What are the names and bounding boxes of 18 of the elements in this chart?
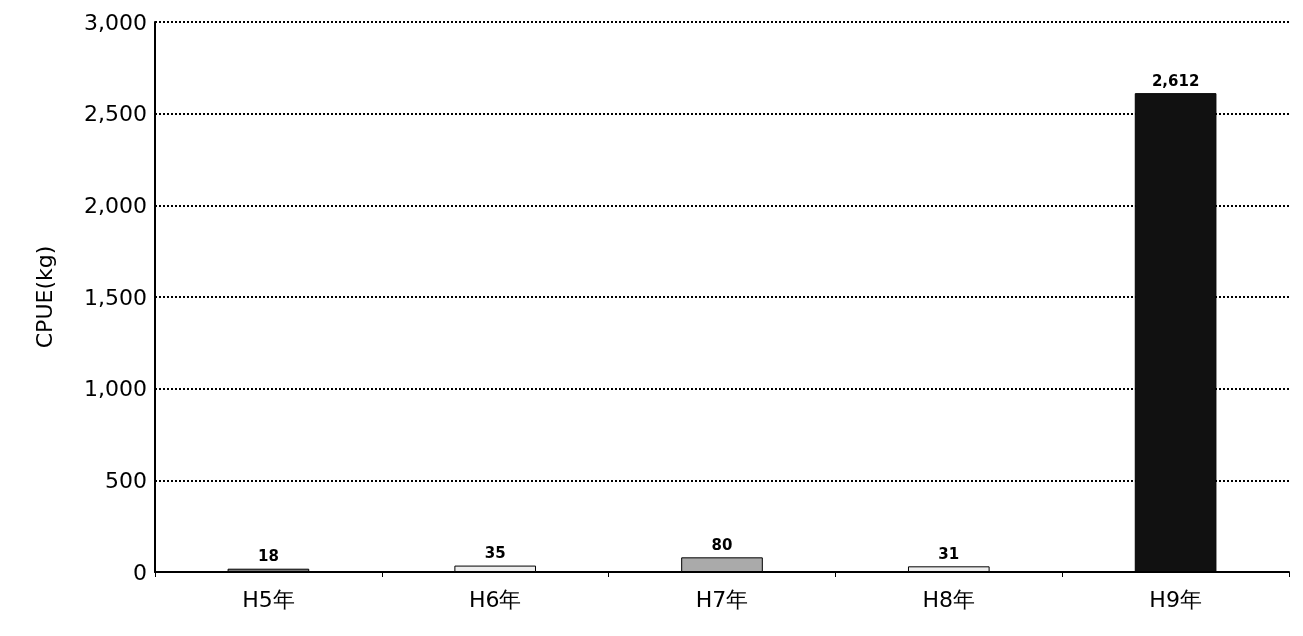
x-tick-label: H7年 <box>695 586 749 612</box>
data-label: 35 <box>484 544 506 563</box>
y-tick-label: 2,500 <box>84 101 147 127</box>
x-tick-label: H5年 <box>242 586 295 612</box>
y-tick-label: 0 <box>133 559 147 585</box>
y-axis-title: CPUE(kg) <box>31 245 57 349</box>
x-tick-label: H8年 <box>922 586 976 612</box>
data-label: 80 <box>711 535 733 554</box>
x-tick-label: H6年 <box>468 586 522 612</box>
data-label: 31 <box>938 544 960 563</box>
data-label: 18 <box>257 547 279 566</box>
y-tick-label: 1,500 <box>84 284 147 310</box>
x-tick-label: H9年 <box>1149 586 1202 612</box>
y-tick-label: 1,000 <box>84 376 147 402</box>
y-tick-label: 2,000 <box>84 192 147 218</box>
data-label: 2,612 <box>1151 71 1200 90</box>
y-tick-label: 500 <box>105 467 147 493</box>
y-tick-label: 3,000 <box>84 9 147 35</box>
